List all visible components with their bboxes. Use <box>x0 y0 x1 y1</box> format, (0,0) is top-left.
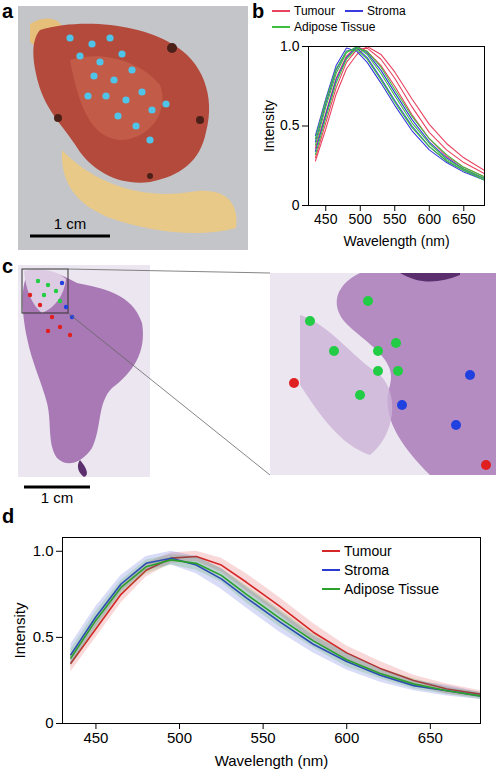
svg-text:1 cm: 1 cm <box>41 489 74 505</box>
svg-text:Intensity: Intensity <box>11 602 28 658</box>
svg-text:450: 450 <box>83 729 108 746</box>
svg-text:0.5: 0.5 <box>280 117 300 133</box>
svg-text:0: 0 <box>292 197 300 213</box>
html-text:c: c <box>2 255 14 277</box>
svg-text:600: 600 <box>334 729 359 746</box>
svg-text:Intensity: Intensity <box>261 100 277 152</box>
svg-text:450: 450 <box>314 211 338 227</box>
svg-text:1.0: 1.0 <box>280 38 300 54</box>
svg-text:500: 500 <box>349 211 373 227</box>
html-text:Adipose Tissue: Adipose Tissue <box>344 581 439 597</box>
svg-text:550: 550 <box>383 211 407 227</box>
svg-text:0.5: 0.5 <box>33 628 54 645</box>
svg-text:650: 650 <box>452 211 476 227</box>
svg-text:Wavelength (nm): Wavelength (nm) <box>343 233 449 249</box>
svg-text:550: 550 <box>251 729 276 746</box>
html-text:a: a <box>2 0 14 22</box>
svg-text:Wavelength (nm): Wavelength (nm) <box>215 752 329 769</box>
svg-text:600: 600 <box>418 211 442 227</box>
svg-text:500: 500 <box>167 729 192 746</box>
html-text:Tumour: Tumour <box>344 543 392 559</box>
html-text:d: d <box>2 505 15 527</box>
svg-text:1.0: 1.0 <box>33 542 54 559</box>
html-text:Stroma: Stroma <box>344 562 390 578</box>
html-text:b: b <box>252 0 265 22</box>
html-text:Stroma: Stroma <box>366 4 406 18</box>
svg-text:650: 650 <box>418 729 443 746</box>
html-text:Adipose Tissue: Adipose Tissue <box>294 20 376 34</box>
svg-text:1 cm: 1 cm <box>54 215 87 232</box>
svg-text:0: 0 <box>45 714 53 731</box>
html-text:Tumour: Tumour <box>294 4 335 18</box>
